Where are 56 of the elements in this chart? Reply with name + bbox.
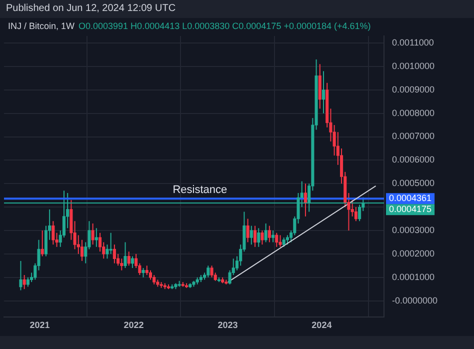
candlestick	[206, 265, 210, 278]
candlestick	[94, 228, 98, 248]
candlestick	[40, 230, 44, 257]
candlestick	[130, 256, 134, 268]
candlestick	[52, 220, 55, 246]
candlestick	[22, 274, 26, 290]
y-tick-label: 0.0011000	[392, 38, 434, 48]
candlestick	[272, 230, 275, 243]
x-tick-label: 2023	[218, 320, 238, 330]
y-tick-label: 0.0008000	[392, 108, 435, 118]
x-tick-label: 2022	[124, 320, 144, 330]
candlestick	[91, 222, 94, 246]
candlestick	[246, 218, 250, 243]
text: Published on Jun 12, 2024 12:09 UTC	[6, 3, 176, 14]
chart-title: INJ / Bitcoin, 1W	[8, 21, 75, 31]
candlestick	[152, 274, 156, 285]
candlestick	[148, 270, 152, 280]
y-tick-label: 0.0003000	[392, 224, 435, 235]
candlestick	[210, 265, 214, 278]
candlestick	[264, 222, 268, 243]
y-tick-label: 0.0009000	[392, 84, 435, 94]
candlestick	[257, 228, 260, 248]
candlestick	[109, 232, 112, 254]
candlestick	[322, 70, 326, 114]
annotation: Resistance	[172, 184, 228, 196]
y-tick-label: -0.0000000	[392, 295, 438, 306]
candlestick	[142, 267, 145, 278]
candlestick	[19, 260, 22, 291]
candlestick	[268, 225, 271, 243]
candlestick	[282, 237, 286, 248]
candlestick	[253, 225, 257, 248]
candlestick	[80, 239, 84, 262]
y-tick-label: 0.0006000	[392, 154, 435, 165]
candlestick	[260, 230, 264, 246]
candlestick	[304, 183, 308, 217]
y-tick-label: 0.0007000	[392, 131, 435, 142]
y-tick-label: 0.0010000	[392, 60, 435, 71]
candlestick	[286, 234, 289, 246]
x-tick-label: 2024	[312, 320, 332, 330]
candlestick	[145, 265, 148, 276]
candlestick	[127, 251, 130, 266]
candlestick	[250, 225, 253, 246]
y-tick-label: 0.0001000	[392, 272, 435, 282]
x-tick-label: 2021	[30, 320, 50, 330]
y-tick-label: 0.0005000	[392, 178, 435, 188]
candlestick	[350, 200, 354, 217]
candlestick	[112, 244, 116, 264]
ref-line-label: 0.0004175	[389, 204, 432, 214]
y-tick-label: 0.0002000	[392, 248, 435, 258]
candlestick	[26, 276, 30, 288]
chart-subtitle: O0.0003991 H0.0004413 L0.0003830 C0.0004175 +0.0000184 (+4.61%)	[78, 21, 371, 31]
ref-line-label: 0.0004361	[389, 193, 432, 204]
candlestick	[120, 258, 124, 271]
candlestick	[275, 232, 278, 248]
candlestick	[124, 242, 127, 268]
candlestick	[278, 234, 282, 248]
